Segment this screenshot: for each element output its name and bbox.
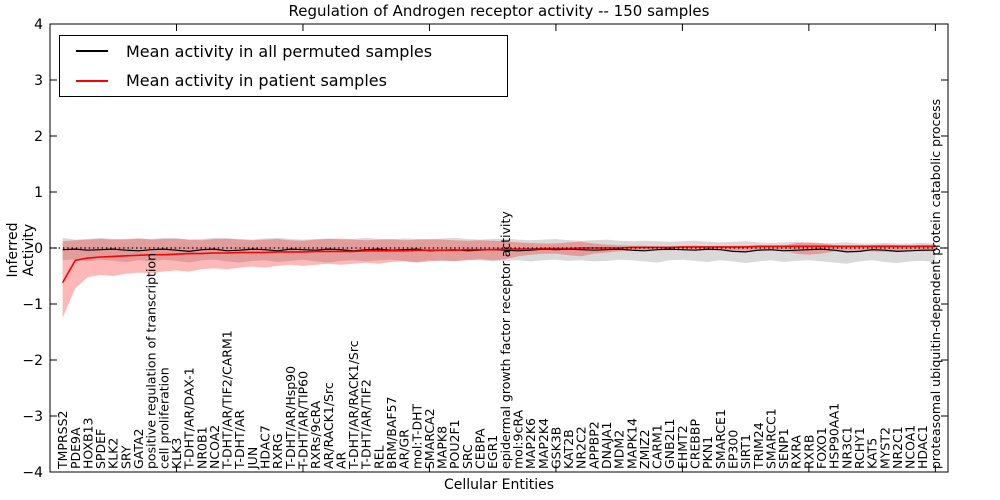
entity-label: T-DHT/AR/TIF2/CARM1 bbox=[220, 330, 235, 470]
entity-label: PDE9A bbox=[68, 427, 83, 469]
entity-label: positive regulation of transcription bbox=[144, 253, 159, 469]
y-axis-label: Inferred Activity bbox=[5, 222, 37, 278]
entity-label: T-DHT/AR/TIF2 bbox=[359, 379, 374, 470]
entity-label: MAP2K4 bbox=[536, 418, 551, 469]
entity-label: EGR1 bbox=[485, 435, 500, 469]
entity-label: SMARCE1 bbox=[713, 409, 728, 469]
entity-label: SPDEF bbox=[93, 429, 108, 469]
x-axis-label: Cellular Entities bbox=[443, 477, 555, 493]
entity-label: DNAJA1 bbox=[599, 422, 614, 470]
entity-label: NR2C1 bbox=[890, 426, 905, 469]
entity-label: T-DHT/AR/Hsp90 bbox=[283, 366, 298, 470]
entity-label: FOXO1 bbox=[814, 427, 829, 469]
entity-label: T-DHT/AR/TIP60 bbox=[296, 371, 311, 470]
entity-label: TRIM24 bbox=[751, 422, 766, 470]
entity-label: AR bbox=[333, 451, 348, 469]
entity-label: NCOA2 bbox=[207, 425, 222, 469]
entity-label: cell proliferation bbox=[156, 367, 171, 469]
entity-label: RXRB bbox=[801, 434, 816, 469]
entity-label: HDAC7 bbox=[258, 425, 273, 469]
y-tick-label: 1 bbox=[34, 185, 43, 201]
entity-label: HOXB13 bbox=[80, 418, 95, 469]
y-tick-label: 4 bbox=[34, 17, 43, 33]
entity-label: NR3C1 bbox=[839, 426, 854, 469]
entity-label: SRY bbox=[118, 445, 133, 469]
entity-label: EHMT2 bbox=[675, 425, 690, 469]
y-tick-label: −1 bbox=[22, 297, 43, 313]
entity-label: NR0B1 bbox=[194, 426, 209, 469]
entity-label: KAT5 bbox=[865, 438, 880, 469]
entity-label: CEBPA bbox=[473, 428, 488, 469]
legend-item-permuted: Mean activity in all permuted samples bbox=[60, 37, 507, 65]
patient-mean-line bbox=[61, 245, 936, 284]
entity-label: mol:9cRA bbox=[511, 409, 526, 469]
entity-label: TMPRSS2 bbox=[55, 411, 70, 470]
y-tick-label: 3 bbox=[34, 73, 43, 89]
entity-label: T-DHT/AR/DAX-1 bbox=[182, 367, 197, 470]
y-tick-label: 2 bbox=[34, 129, 43, 145]
entity-label: MAPK14 bbox=[624, 418, 639, 469]
entity-label: MAP2K6 bbox=[523, 418, 538, 469]
entity-label: KLK3 bbox=[169, 438, 184, 469]
entity-label: CREBBP bbox=[688, 419, 703, 469]
entity-label: NCOA1 bbox=[903, 425, 918, 469]
legend: Mean activity in all permuted samples Me… bbox=[59, 35, 508, 97]
entity-label: ZMIZ2 bbox=[637, 429, 652, 469]
entity-label: AR/RACK1/Src bbox=[321, 382, 336, 469]
legend-item-patient: Mean activity in patient samples bbox=[60, 67, 507, 95]
entity-label: KAT2B bbox=[561, 429, 576, 469]
permuted-band bbox=[62, 237, 936, 264]
entity-label: POU2F1 bbox=[447, 419, 462, 469]
entity-label: MAPK8 bbox=[435, 426, 450, 469]
entity-label: RXRG bbox=[270, 433, 285, 469]
entity-label: MYST2 bbox=[877, 427, 892, 469]
entity-label: SRC bbox=[460, 444, 475, 469]
patient-band bbox=[62, 238, 936, 318]
entity-label: GNB2L1 bbox=[662, 419, 677, 469]
entity-label: REL bbox=[371, 445, 386, 469]
entity-label: NR2C2 bbox=[574, 426, 589, 469]
entity-label: APPBP2 bbox=[586, 421, 601, 469]
entity-label: SMARCC1 bbox=[763, 408, 778, 469]
entity-label: RXRs/9cRA bbox=[308, 400, 323, 469]
y-tick-label: −4 bbox=[22, 465, 43, 481]
permuted-line-swatch bbox=[76, 50, 108, 53]
entity-label: HDAC1 bbox=[915, 425, 930, 469]
entity-label: mol:T-DHT bbox=[409, 403, 424, 469]
chart-title: Regulation of Androgen receptor activity… bbox=[288, 2, 710, 20]
entity-label: HSP90AA1 bbox=[827, 403, 842, 469]
entity-label: AR/GR bbox=[397, 429, 412, 469]
entity-label: EP300 bbox=[726, 430, 741, 469]
y-tick-label: 0 bbox=[34, 241, 43, 257]
legend-label-permuted: Mean activity in all permuted samples bbox=[126, 41, 433, 61]
entity-label: SMARCA2 bbox=[422, 408, 437, 469]
entity-label: MDM2 bbox=[612, 430, 627, 469]
y-tick-label: −2 bbox=[22, 353, 43, 369]
entity-label: epidermal growth factor receptor activit… bbox=[498, 211, 513, 469]
patient-line-swatch bbox=[76, 79, 108, 82]
entity-label: JUN bbox=[245, 447, 260, 470]
y-tick-label: −3 bbox=[22, 409, 43, 425]
entity-label: SENP1 bbox=[776, 428, 791, 469]
entity-label: PKN1 bbox=[700, 436, 715, 469]
entity-label: GATA2 bbox=[131, 429, 146, 469]
entity-label: RXRA bbox=[789, 435, 804, 469]
legend-label-patient: Mean activity in patient samples bbox=[126, 71, 387, 91]
entity-label: T-DHT/AR/RACK1/Src bbox=[346, 340, 361, 470]
entity-label: RCHY1 bbox=[852, 427, 867, 469]
entity-label: GSK3B bbox=[548, 427, 563, 469]
entity-label: CARM1 bbox=[650, 424, 665, 469]
entity-label: KLK2 bbox=[106, 438, 121, 469]
entity-label: SIRT1 bbox=[738, 434, 753, 469]
entity-label: BRM/BAF57 bbox=[384, 397, 399, 469]
entity-label: proteasomal ubiquitin-dependent protein … bbox=[928, 99, 943, 469]
entity-label: T-DHT/AR bbox=[232, 410, 247, 470]
